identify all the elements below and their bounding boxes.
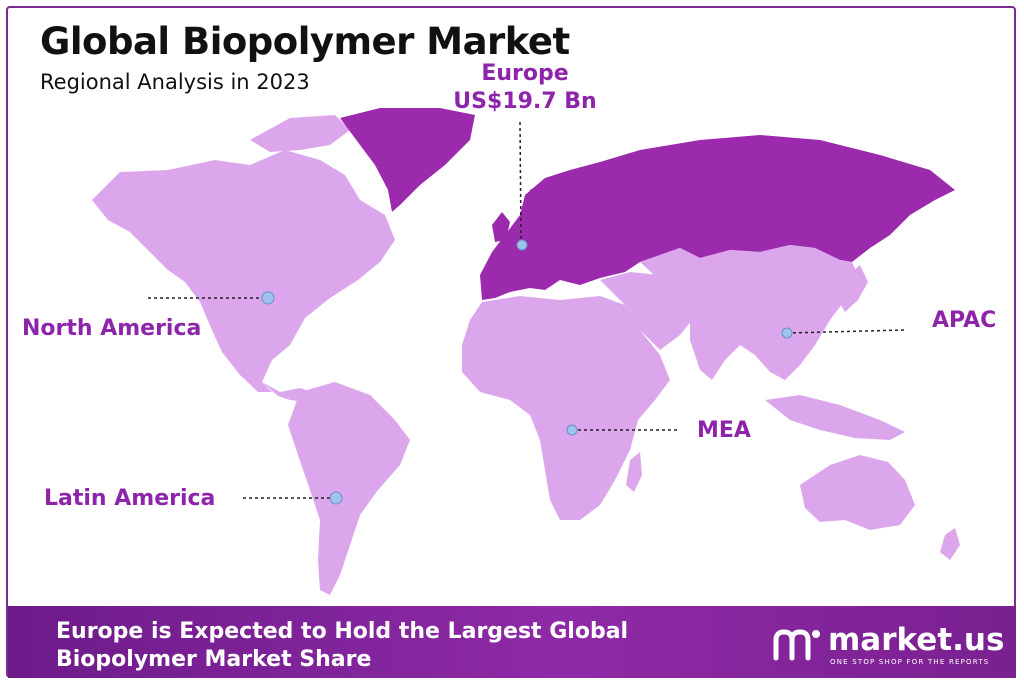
marker-europe	[516, 239, 528, 251]
region-new-zealand	[940, 528, 960, 560]
europe-callout: Europe US$19.7 Bn	[440, 60, 610, 116]
connector-apac	[786, 329, 906, 334]
apac-label: APAC	[932, 308, 997, 333]
region-south-america	[288, 382, 410, 595]
brand-name: market.us	[828, 622, 1005, 658]
region-europe	[480, 135, 955, 300]
brand-logo: market.us ONE STOP SHOP FOR THE REPORTS	[770, 622, 1010, 666]
region-north-america	[92, 150, 395, 392]
marker-mea	[566, 424, 578, 436]
region-southeast-asia	[765, 395, 905, 440]
page-subtitle: Regional Analysis in 2023	[40, 70, 310, 94]
footer-banner: Europe is Expected to Hold the Largest G…	[8, 606, 1016, 678]
page-title: Global Biopolymer Market	[40, 20, 570, 63]
region-arctic-islands	[250, 115, 350, 152]
region-australia	[800, 455, 915, 530]
region-uk	[492, 212, 510, 242]
connector-europe	[519, 121, 522, 245]
region-japan	[838, 265, 868, 312]
region-middle-east	[600, 272, 700, 350]
marker-north-america	[261, 291, 275, 305]
region-africa	[462, 296, 670, 520]
brand-tagline: ONE STOP SHOP FOR THE REPORTS	[830, 658, 990, 666]
marker-apac	[781, 327, 793, 339]
north-america-label: North America	[22, 316, 202, 341]
region-asia	[640, 245, 860, 380]
europe-value: US$19.7 Bn	[453, 89, 597, 114]
mea-label: MEA	[697, 418, 751, 443]
marker-latin-america	[329, 491, 343, 505]
region-scandinavia	[520, 175, 575, 230]
footer-headline: Europe is Expected to Hold the Largest G…	[56, 619, 629, 672]
region-greenland	[340, 108, 475, 212]
europe-label: Europe	[481, 61, 569, 86]
region-madagascar	[626, 452, 642, 492]
latin-america-label: Latin America	[44, 486, 216, 511]
market-us-logo-icon	[773, 629, 820, 661]
